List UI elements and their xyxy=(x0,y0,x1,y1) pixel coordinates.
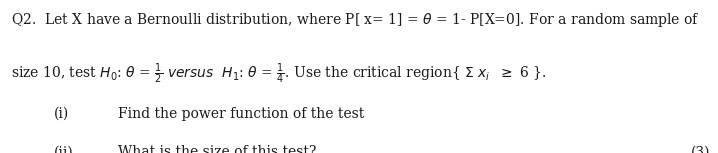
Text: size 10, test $H_0$: $\theta$ = $\frac{1}{2}$ $\mathit{versus}$  $H_1$: $\theta$: size 10, test $H_0$: $\theta$ = $\frac{1… xyxy=(11,61,546,86)
Text: (i): (i) xyxy=(54,107,69,121)
Text: What is the size of this test?: What is the size of this test? xyxy=(118,145,317,153)
Text: (ii): (ii) xyxy=(54,145,74,153)
Text: (3): (3) xyxy=(691,145,711,153)
Text: Q2.  Let X have a Bernoulli distribution, where P[ x= 1] = $\theta$ = 1- P[X=0].: Q2. Let X have a Bernoulli distribution,… xyxy=(11,11,699,29)
Text: Find the power function of the test: Find the power function of the test xyxy=(118,107,365,121)
